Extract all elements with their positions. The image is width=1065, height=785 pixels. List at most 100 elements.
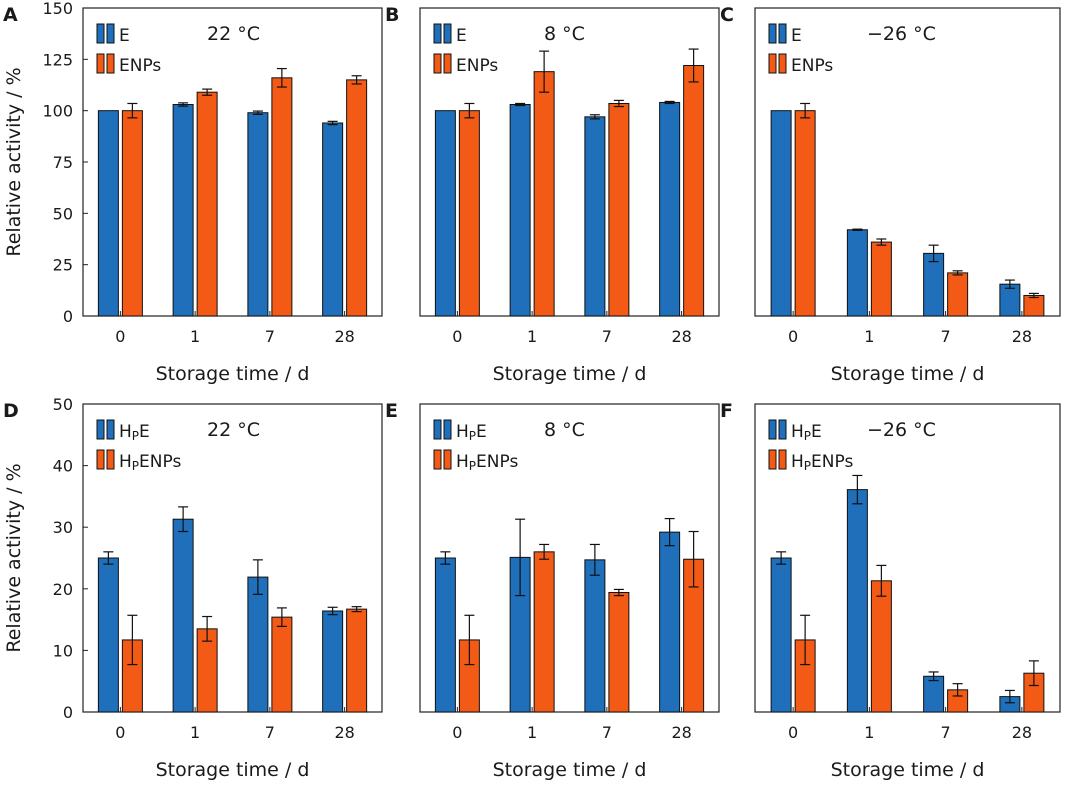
- legend-swatch: [96, 449, 105, 470]
- legend-swatch: [433, 23, 442, 44]
- bar-series-2-28: [1023, 294, 1045, 317]
- legend-label: HPENPs: [456, 452, 518, 473]
- panel-A: A 0 25 50 75 100 125 150 Relative activity / % 0 1…: [3, 0, 383, 385]
- y-tick-label: 150: [42, 0, 73, 18]
- x-tick-label: 7: [941, 723, 951, 742]
- legend-swatch: [778, 419, 787, 440]
- bar-series-1-7: [923, 252, 945, 317]
- legend-swatch: [768, 449, 777, 470]
- legend-swatch: [778, 53, 787, 74]
- legend-swatch: [768, 419, 777, 440]
- bar-series-1-7: [247, 112, 269, 317]
- x-tick-label: 0: [452, 723, 462, 742]
- x-tick-label: 7: [265, 723, 275, 742]
- y-axis-title: Relative activity / %: [3, 463, 25, 652]
- x-tick-label: 1: [527, 327, 537, 346]
- x-axis-title: Storage time / d: [493, 759, 647, 781]
- x-tick-label: 0: [788, 723, 798, 742]
- bar-series-2-1: [870, 580, 892, 713]
- x-tick-label: 0: [115, 327, 125, 346]
- y-tick-label: 25: [53, 256, 73, 275]
- legend-label: ENPs: [119, 56, 161, 76]
- y-tick-label: 10: [53, 641, 73, 660]
- condition-label: 8 °C: [544, 23, 585, 45]
- bar-series-1-7: [247, 576, 269, 713]
- bar-series-1-1: [846, 229, 868, 317]
- x-tick-label: 1: [864, 327, 874, 346]
- y-tick-label: 0: [63, 703, 73, 722]
- bar-series-1-7: [923, 675, 945, 713]
- legend-swatch: [96, 53, 105, 74]
- x-axis-title: Storage time / d: [156, 759, 310, 781]
- bar-series-1-0: [770, 110, 792, 317]
- panel-B: B 0 1 7 28 Storage time / d E ENPs 8 °C: [385, 4, 720, 385]
- legend-swatch: [443, 449, 452, 470]
- legend-swatch: [433, 449, 442, 470]
- legend-swatch: [443, 53, 452, 74]
- x-tick-label: 7: [602, 327, 612, 346]
- legend-swatch: [768, 23, 777, 44]
- bar-series-2-0: [121, 110, 143, 317]
- legend-swatch: [106, 419, 115, 440]
- condition-label: 8 °C: [544, 419, 585, 441]
- x-tick-label: 28: [1012, 327, 1032, 346]
- bar-series-1-28: [322, 610, 344, 713]
- y-tick-label: 75: [53, 153, 73, 172]
- x-tick-label: 1: [864, 723, 874, 742]
- legend-swatch: [96, 23, 105, 44]
- x-tick-label: 28: [671, 723, 691, 742]
- x-axis-title: Storage time / d: [493, 363, 647, 385]
- y-tick-label: 40: [53, 457, 73, 476]
- x-tick-label: 28: [671, 327, 691, 346]
- panel-letter: D: [3, 400, 19, 422]
- bar-series-1-7: [584, 116, 606, 317]
- x-tick-label: 28: [334, 327, 354, 346]
- bar-series-1-28: [999, 283, 1021, 317]
- legend-label: E: [119, 26, 130, 46]
- bar-series-1-28: [659, 101, 681, 317]
- condition-label: 22 °C: [207, 23, 260, 45]
- condition-label: −26 °C: [867, 23, 936, 45]
- bar-series-1-0: [434, 557, 456, 713]
- bar-series-1-0: [97, 110, 119, 317]
- y-tick-label: 100: [42, 102, 73, 121]
- bar-series-1-1: [172, 104, 194, 317]
- bar-series-2-0: [794, 110, 816, 317]
- condition-label: 22 °C: [207, 419, 260, 441]
- legend-swatch: [778, 449, 787, 470]
- bar-series-2-7: [947, 272, 969, 317]
- bar-series-2-0: [458, 110, 480, 317]
- plot-frame: [754, 7, 1061, 317]
- bar-series-2-7: [608, 591, 630, 713]
- legend-swatch: [443, 23, 452, 44]
- x-axis-title: Storage time / d: [156, 363, 310, 385]
- panel-D: D 0 10 20 30 40 50 Relative activity / % 0 1 7 28 St…: [3, 395, 383, 781]
- x-tick-label: 28: [334, 723, 354, 742]
- y-tick-label: 30: [53, 518, 73, 537]
- legend-swatch: [443, 419, 452, 440]
- y-tick-label: 20: [53, 580, 73, 599]
- legend-label: HPE: [119, 422, 150, 443]
- y-axis-title: Relative activity / %: [3, 67, 25, 256]
- x-tick-label: 1: [190, 723, 200, 742]
- bar-series-1-28: [659, 531, 681, 713]
- bar-series-1-1: [846, 489, 868, 713]
- x-tick-label: 7: [265, 327, 275, 346]
- x-tick-label: 28: [1012, 723, 1032, 742]
- bar-series-2-7: [608, 102, 630, 317]
- bar-series-1-7: [584, 559, 606, 713]
- x-tick-label: 0: [115, 723, 125, 742]
- panel-F: F 0 1 7 28 Storage time / d HPE HPENPs −26 °C: [720, 400, 1061, 781]
- x-axis-title: Storage time / d: [831, 759, 985, 781]
- legend-label: E: [791, 26, 802, 46]
- plot-frame: [419, 403, 720, 713]
- panel-letter: C: [720, 4, 734, 26]
- legend-label: HPENPs: [119, 452, 181, 473]
- y-tick-label: 0: [63, 307, 73, 326]
- panel-letter: A: [3, 4, 18, 26]
- bar-series-1-1: [509, 104, 531, 317]
- legend-swatch: [433, 419, 442, 440]
- legend-label: HPENPs: [791, 452, 853, 473]
- bar-series-2-28: [346, 79, 368, 317]
